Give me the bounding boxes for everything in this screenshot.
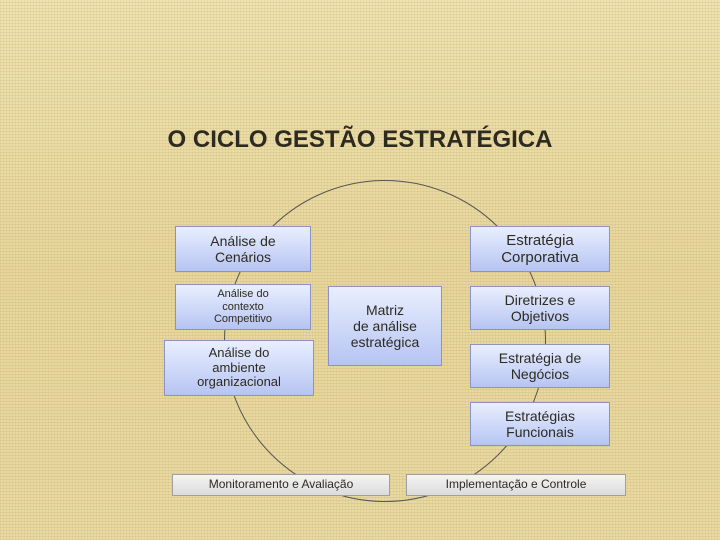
box-line: Cenários [215, 249, 271, 265]
box-line: Diretrizes e [505, 292, 576, 308]
box-line: Análise do [209, 346, 270, 361]
box-line: Implementação e Controle [446, 478, 587, 492]
box-line: Objetivos [511, 308, 569, 324]
box-estrategia-corporativa: EstratégiaCorporativa [470, 226, 610, 272]
box-line: estratégica [351, 334, 419, 350]
box-line: ambiente [212, 361, 265, 376]
box-line: organizacional [197, 375, 281, 390]
box-line: Funcionais [506, 424, 574, 440]
box-line: Estratégia [506, 232, 574, 249]
box-analise-cenarios: Análise deCenários [175, 226, 311, 272]
page-title: O CICLO GESTÃO ESTRATÉGICA [0, 126, 720, 154]
box-matriz-analise: Matrizde análiseestratégica [328, 286, 442, 366]
box-line: contexto [222, 301, 264, 314]
box-line: Estratégia de [499, 350, 582, 366]
box-estrategia-negocios: Estratégia deNegócios [470, 344, 610, 388]
box-analise-contexto: Análise docontextoCompetitivo [175, 284, 311, 330]
box-implementacao: Implementação e Controle [406, 474, 626, 496]
box-line: Negócios [511, 366, 569, 382]
box-line: Análise de [210, 233, 275, 249]
box-line: Análise do [217, 288, 268, 301]
box-diretrizes-objetivos: Diretrizes eObjetivos [470, 286, 610, 330]
box-line: Competitivo [214, 313, 272, 326]
box-analise-ambiente: Análise doambienteorganizacional [164, 340, 314, 396]
box-estrategias-funcionais: EstratégiasFuncionais [470, 402, 610, 446]
box-line: Monitoramento e Avaliação [209, 478, 354, 492]
box-line: Matriz [366, 302, 404, 318]
box-line: Estratégias [505, 408, 575, 424]
box-line: Corporativa [501, 249, 579, 266]
box-line: de análise [353, 318, 417, 334]
box-monitoramento: Monitoramento e Avaliação [172, 474, 390, 496]
